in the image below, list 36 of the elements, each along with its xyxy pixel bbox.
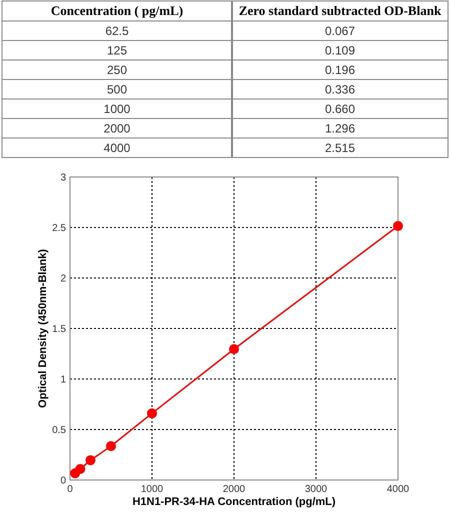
point [229,344,239,354]
text: 0.109 [324,44,356,58]
x-tick-label: 2000 [222,484,246,495]
category-label: 125 [106,44,128,58]
category-label: 62.5 [105,24,129,38]
point [86,455,96,466]
text: 0.067 [324,24,356,38]
point [106,441,116,452]
text: 0.336 [324,82,356,96]
text: 0.196 [324,63,356,77]
y-tick-label: 0 [60,476,66,486]
text: 2.515 [324,141,356,155]
category-label: 4000 [104,141,131,155]
y-tick-label: 2.5 [52,223,66,234]
text: 1.296 [324,122,356,136]
x-axis-title: H1N1-PR-34-HA Concentration (pg/mL) [132,496,336,508]
x-tick-label: 0 [67,484,74,495]
x-tick-label: 4000 [386,484,410,495]
y-tick-label: 1 [60,374,66,386]
point [393,220,403,231]
y-axis-title: Optical Density (450nm-Blank) [37,248,49,408]
category-label: 500 [106,82,128,96]
category-label: 1000 [104,102,131,116]
category-label: 250 [106,63,128,77]
x-tick-label: 3000 [304,484,328,495]
x-tick-label: 1000 [140,484,164,495]
y-tick-label: 3 [60,172,66,184]
y-tick-label: 2 [60,274,66,284]
text: 0.660 [324,102,356,116]
point [75,464,86,474]
text: Concentration ( pg/mL) [50,3,184,18]
y-tick-label: 0.5 [52,425,66,436]
point [147,408,157,418]
category-label: 2000 [104,122,131,136]
text: Zero standard subtracted OD-Blank [238,3,442,18]
y-tick-label: 1.5 [52,324,66,335]
